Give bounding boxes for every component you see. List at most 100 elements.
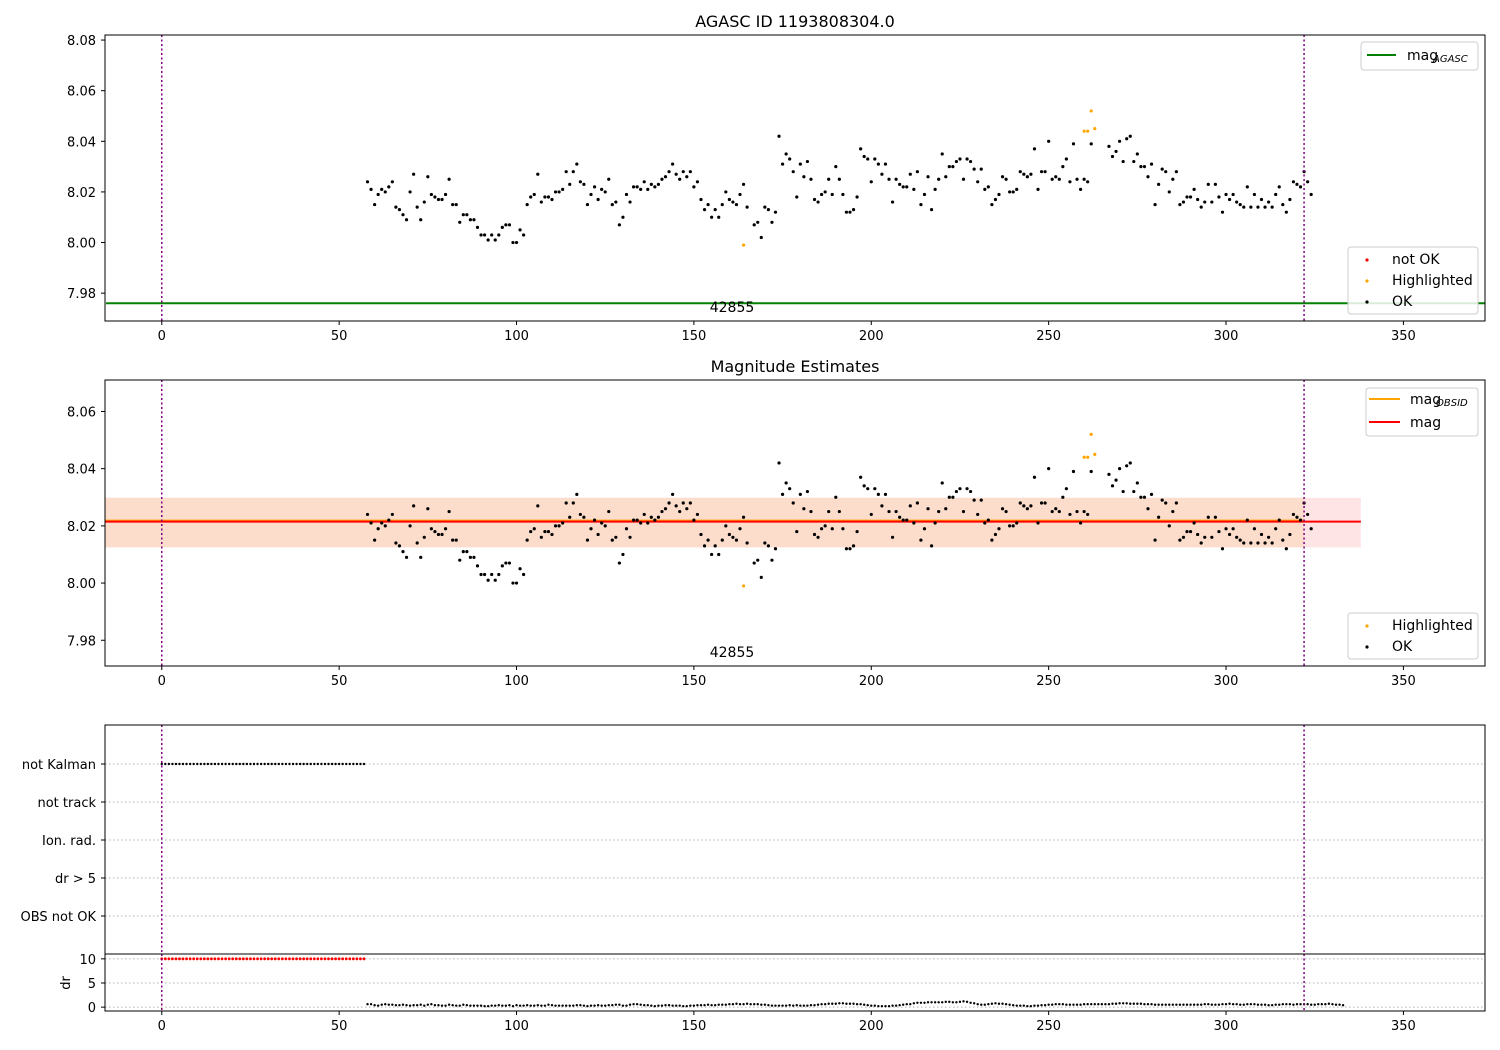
ok-point: [447, 509, 451, 514]
dr-ok-point: [508, 1004, 511, 1007]
agasc-x-ticks: 0 50 100 150 200 250 300 350: [158, 321, 1416, 344]
ok-point: [376, 527, 380, 531]
ok-point: [578, 512, 582, 517]
ok-point: [777, 134, 781, 138]
dr-ok-point: [550, 1004, 554, 1007]
dr-ok-point: [536, 1004, 540, 1007]
ok-point: [922, 527, 927, 531]
x-tick-label: 250: [1036, 674, 1061, 689]
ok-point: [646, 187, 650, 191]
dr-not-ok-point: [213, 957, 217, 961]
ok-point: [1203, 535, 1207, 539]
ok-point: [919, 202, 923, 207]
dr-ok-point: [664, 1004, 667, 1007]
ok-point: [837, 509, 841, 514]
dr-ok-point: [1199, 1003, 1203, 1006]
category-label: OBS not OK: [21, 910, 97, 925]
dr-ok-point: [745, 1002, 749, 1005]
ok-point: [1206, 182, 1210, 186]
ok-point: [699, 197, 703, 202]
ok-point: [894, 509, 898, 514]
ok-point: [791, 170, 795, 174]
ok-point: [369, 187, 373, 191]
dr-ok-point: [1026, 1004, 1029, 1008]
flag-point: [199, 762, 202, 766]
dr-ok-point: [919, 1001, 923, 1004]
ok-point: [617, 223, 621, 227]
ok-point: [1125, 137, 1129, 141]
ok-point: [823, 190, 827, 194]
ok-point: [408, 524, 412, 528]
flag-point: [330, 762, 334, 766]
dr-ok-point: [504, 1004, 508, 1007]
legend-not-ok-label: not OK: [1392, 252, 1440, 268]
dr-ok-point: [1228, 1002, 1231, 1005]
ok-point: [429, 527, 433, 531]
ok-point: [844, 210, 849, 214]
ok-point: [497, 572, 501, 577]
dr-ok-point: [426, 1003, 430, 1006]
ok-point: [1039, 170, 1044, 174]
dr-not-ok-point: [263, 957, 267, 961]
ok-point: [1256, 205, 1260, 209]
ok-point: [1298, 518, 1303, 522]
ok-point: [1018, 170, 1022, 174]
ok-point: [1047, 139, 1051, 143]
ok-point: [717, 215, 721, 219]
dr-ok-point: [547, 1003, 550, 1006]
ok-point: [373, 202, 377, 207]
dr-ok-point: [809, 1004, 813, 1007]
dr-ok-point: [1146, 1003, 1150, 1006]
legend-ok-label: OK: [1392, 294, 1413, 310]
ok-point: [770, 558, 774, 562]
ok-point: [628, 200, 632, 204]
ok-point: [1057, 509, 1061, 514]
dr-not-ok-point: [206, 957, 210, 961]
dr-ok-point: [838, 1002, 841, 1005]
dr-ok-point: [831, 1002, 834, 1005]
agasc-y-ticks: 7.98 8.00 8.02 8.04 8.06 8.08: [67, 34, 105, 302]
ok-point: [898, 182, 902, 186]
flag-point: [288, 762, 291, 766]
ok-point: [465, 213, 469, 217]
y-tick-label: 0: [88, 1001, 96, 1016]
ok-point: [1128, 134, 1132, 138]
ok-point: [780, 492, 785, 496]
dr-ok-point: [689, 1004, 692, 1007]
dr-ok-point: [1054, 1003, 1057, 1006]
ok-point: [1054, 175, 1058, 179]
ok-point: [1199, 541, 1203, 545]
dr-ok-point: [760, 1003, 763, 1006]
ok-point: [830, 192, 834, 197]
ok-point: [979, 167, 983, 171]
ok-point: [500, 225, 504, 229]
dr-not-ok-point: [217, 957, 220, 961]
flag-point: [337, 762, 341, 766]
legend-mag-label: mag: [1410, 415, 1441, 431]
ok-point: [990, 538, 994, 542]
dr-points: [160, 957, 1345, 1008]
dr-ok-point: [511, 1004, 515, 1008]
dr-ok-point: [930, 1001, 933, 1004]
ok-point: [1015, 521, 1019, 525]
ok-point: [1082, 177, 1086, 181]
dr-ok-point: [433, 1004, 437, 1007]
dr-ok-point: [770, 1004, 774, 1007]
ok-point: [1249, 541, 1253, 545]
ok-point: [990, 202, 994, 207]
dr-ok-point: [486, 1004, 490, 1008]
ok-point: [539, 200, 543, 204]
ok-point: [514, 581, 519, 585]
ok-point: [571, 501, 575, 505]
ok-point: [905, 185, 909, 189]
ok-point: [993, 532, 998, 537]
legend-ok-label: OK: [1392, 639, 1413, 655]
ok-point: [1171, 177, 1175, 181]
ok-point: [890, 535, 895, 539]
ok-point: [1263, 205, 1267, 209]
flag-point: [238, 762, 242, 766]
dr-ok-point: [479, 1004, 483, 1007]
ok-point: [1252, 527, 1257, 531]
ok-point: [575, 162, 579, 166]
ok-point: [1075, 177, 1079, 181]
